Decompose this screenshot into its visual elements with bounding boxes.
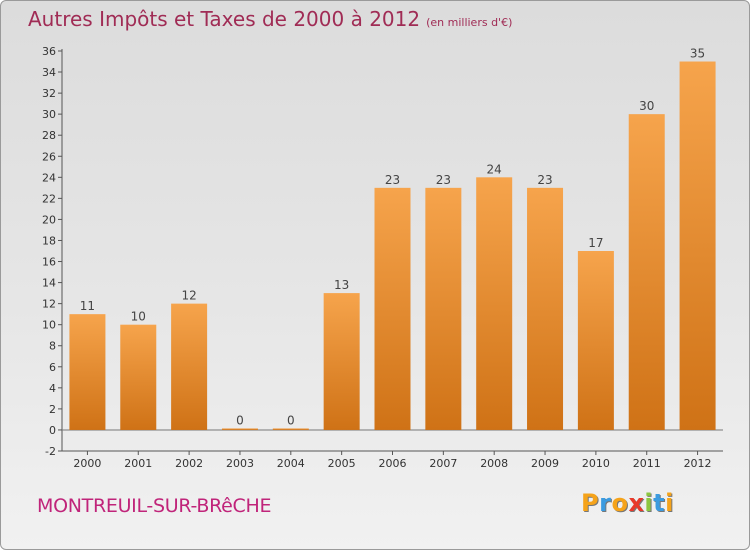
logo-letter: t xyxy=(653,489,666,517)
y-tick-label: 36 xyxy=(42,45,56,58)
bar-2006 xyxy=(374,187,411,430)
bar-2011 xyxy=(628,114,665,430)
y-tick-label: 2 xyxy=(49,403,56,416)
bar-2010 xyxy=(577,251,614,430)
x-tick-label-2011: 2011 xyxy=(633,457,661,470)
logo-letter: o xyxy=(611,489,629,517)
bar-2012 xyxy=(679,61,716,430)
logo-letter: r xyxy=(599,489,612,517)
y-tick-label: 30 xyxy=(42,108,56,121)
x-tick-label-2004: 2004 xyxy=(277,457,305,470)
city-name: MONTREUIL-SUR-BRêCHE xyxy=(37,495,272,517)
y-tick-label: 8 xyxy=(49,340,56,353)
chart-title: Autres Impôts et Taxes de 2000 à 2012 (en… xyxy=(28,7,512,31)
chart-bars xyxy=(69,61,716,430)
chart-labels: 11 2000 10 2001 12 2002 0 2003 0 2004 13 2005 23 2006… xyxy=(73,47,711,470)
chart-title-text: Autres Impôts et Taxes de 2000 à 2012 xyxy=(28,7,421,31)
bar-2007 xyxy=(425,187,462,430)
value-label-2011: 30 xyxy=(639,99,654,113)
value-label-2005: 13 xyxy=(334,278,349,292)
y-tick-label: -2 xyxy=(45,445,56,458)
x-tick-label-2010: 2010 xyxy=(582,457,610,470)
value-label-2000: 11 xyxy=(80,299,95,313)
y-tick-label: 20 xyxy=(42,213,56,226)
bar-2005 xyxy=(323,293,360,430)
y-tick-label: 0 xyxy=(49,424,56,437)
bar-2009 xyxy=(527,187,564,430)
logo-letter: P xyxy=(581,489,600,517)
value-label-2002: 12 xyxy=(181,289,196,303)
logo-letter: x xyxy=(628,489,645,517)
bar-2003 xyxy=(221,428,258,430)
logo-letter: i xyxy=(644,489,654,517)
y-tick-label: 12 xyxy=(42,298,56,311)
x-tick-label-2001: 2001 xyxy=(124,457,152,470)
y-tick-label: 16 xyxy=(42,256,56,269)
bar-2002 xyxy=(171,303,208,430)
x-tick-label-2008: 2008 xyxy=(480,457,508,470)
bar-2001 xyxy=(120,324,157,430)
x-tick-label-2000: 2000 xyxy=(73,457,101,470)
proxiti-logo: Proxiti xyxy=(581,489,674,517)
y-tick-label: 4 xyxy=(49,382,56,395)
x-tick-label-2007: 2007 xyxy=(429,457,457,470)
x-tick-label-2009: 2009 xyxy=(531,457,559,470)
bar-2008 xyxy=(476,177,513,430)
y-tick-label: 6 xyxy=(49,361,56,374)
chart-unit: (en milliers d'€) xyxy=(426,16,513,29)
y-tick-label: 26 xyxy=(42,150,56,163)
value-label-2003: 0 xyxy=(236,413,244,427)
x-tick-label-2012: 2012 xyxy=(684,457,712,470)
y-tick-label: 28 xyxy=(42,129,56,142)
x-tick-label-2005: 2005 xyxy=(328,457,356,470)
bar-2004 xyxy=(272,428,309,430)
value-label-2004: 0 xyxy=(287,413,295,427)
value-label-2001: 10 xyxy=(131,310,146,324)
y-tick-label: 10 xyxy=(42,319,56,332)
x-tick-label-2006: 2006 xyxy=(379,457,407,470)
value-label-2009: 23 xyxy=(537,173,552,187)
y-tick-label: 18 xyxy=(42,234,56,247)
y-tick-label: 32 xyxy=(42,87,56,100)
y-tick-label: 14 xyxy=(42,277,56,290)
y-tick-label: 24 xyxy=(42,171,56,184)
y-tick-label: 34 xyxy=(42,66,56,79)
bar-2000 xyxy=(69,314,106,430)
value-label-2008: 24 xyxy=(487,162,502,176)
value-label-2007: 23 xyxy=(436,173,451,187)
x-tick-label-2003: 2003 xyxy=(226,457,254,470)
x-tick-label-2002: 2002 xyxy=(175,457,203,470)
logo-letter: i xyxy=(665,489,674,517)
value-label-2010: 17 xyxy=(588,236,603,250)
y-tick-label: 22 xyxy=(42,192,56,205)
value-label-2012: 35 xyxy=(690,47,705,61)
value-label-2006: 23 xyxy=(385,173,400,187)
